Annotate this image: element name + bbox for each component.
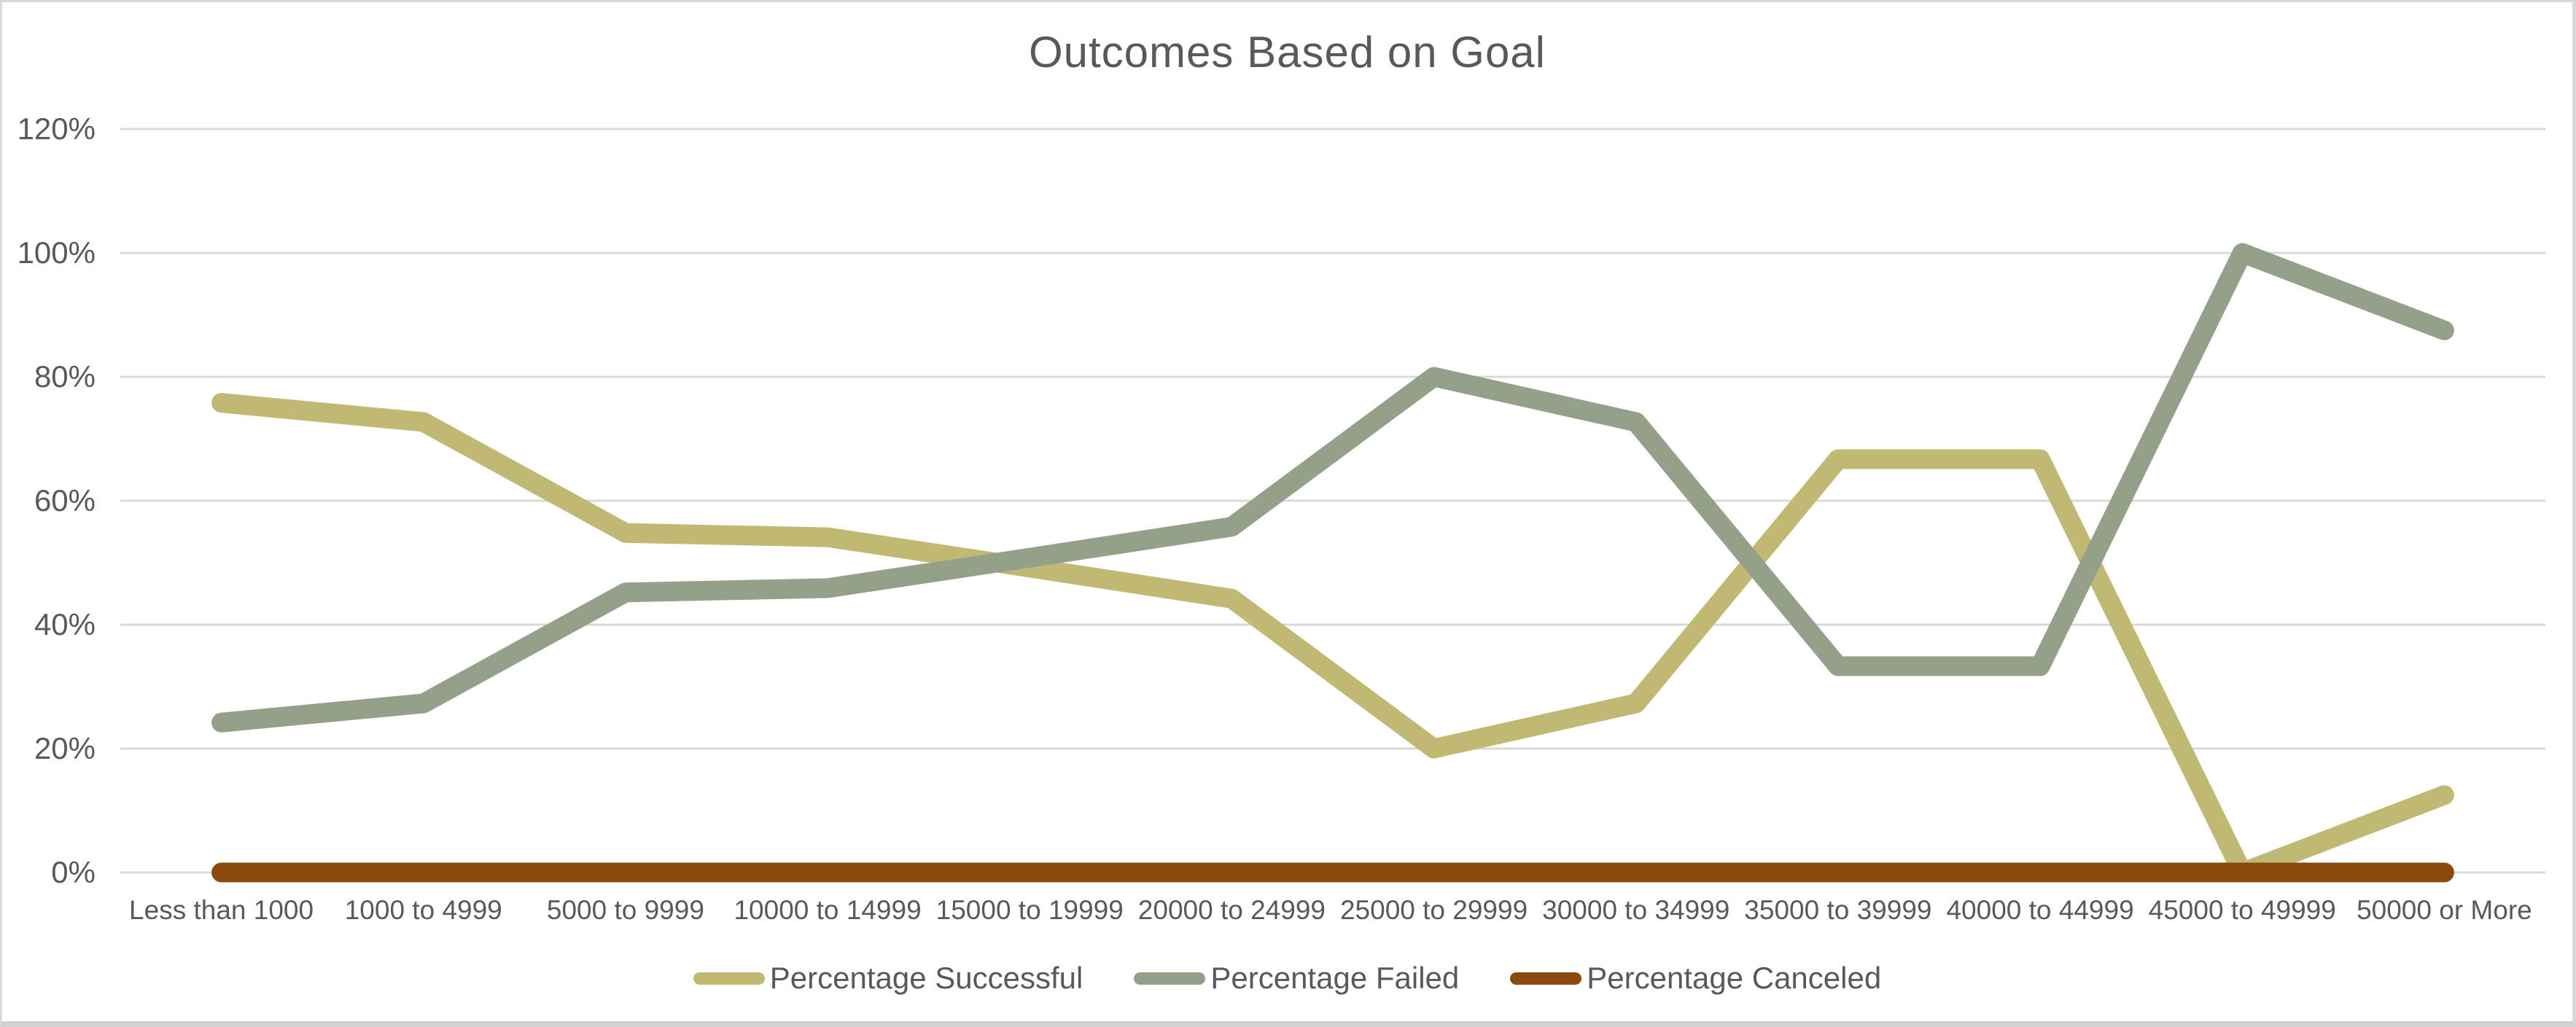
legend-label: Percentage Successful: [769, 961, 1083, 995]
legend-item-percentage-successful: Percentage Successful: [693, 960, 1083, 996]
x-category-label: 20000 to 24999: [1137, 895, 1326, 925]
x-category-label: 45000 to 49999: [2148, 895, 2336, 925]
x-category-label: 25000 to 29999: [1339, 895, 1528, 925]
x-category-label: 40000 to 44999: [1946, 895, 2134, 925]
legend-line-marker-icon: [1134, 972, 1206, 985]
x-category-label: 10000 to 14999: [734, 895, 922, 925]
legend-label: Percentage Failed: [1210, 961, 1460, 995]
series-line-percentage-successful: [211, 393, 2454, 883]
x-category-label: 35000 to 39999: [1744, 895, 1932, 925]
x-category-label: 50000 or More: [2357, 895, 2532, 925]
y-tick-label: 80%: [34, 359, 96, 394]
y-tick-label: 20%: [34, 731, 96, 765]
legend-item-percentage-canceled: Percentage Canceled: [1510, 960, 1881, 996]
x-category-label: Less than 1000: [129, 895, 314, 925]
y-tick-label: 40%: [34, 607, 96, 641]
x-category-label: 5000 to 9999: [546, 895, 704, 925]
legend-item-percentage-failed: Percentage Failed: [1134, 960, 1459, 996]
series-line-percentage-failed: [211, 243, 2454, 733]
y-tick-label: 60%: [34, 483, 96, 518]
chart-legend: Percentage Successful Percentage Failed Pe…: [2, 960, 2572, 996]
y-tick-label: 0%: [51, 855, 96, 889]
y-tick-label: 120%: [17, 112, 96, 146]
legend-line-marker-icon: [1510, 972, 1582, 985]
x-category-label: 30000 to 34999: [1542, 895, 1730, 925]
x-category-label: 15000 to 19999: [935, 895, 1124, 925]
x-category-label: 1000 to 4999: [344, 895, 502, 925]
legend-line-marker-icon: [693, 972, 765, 985]
y-tick-label: 100%: [17, 235, 96, 270]
legend-label: Percentage Canceled: [1587, 961, 1882, 995]
chart-title: Outcomes Based on Goal: [1028, 28, 1546, 77]
